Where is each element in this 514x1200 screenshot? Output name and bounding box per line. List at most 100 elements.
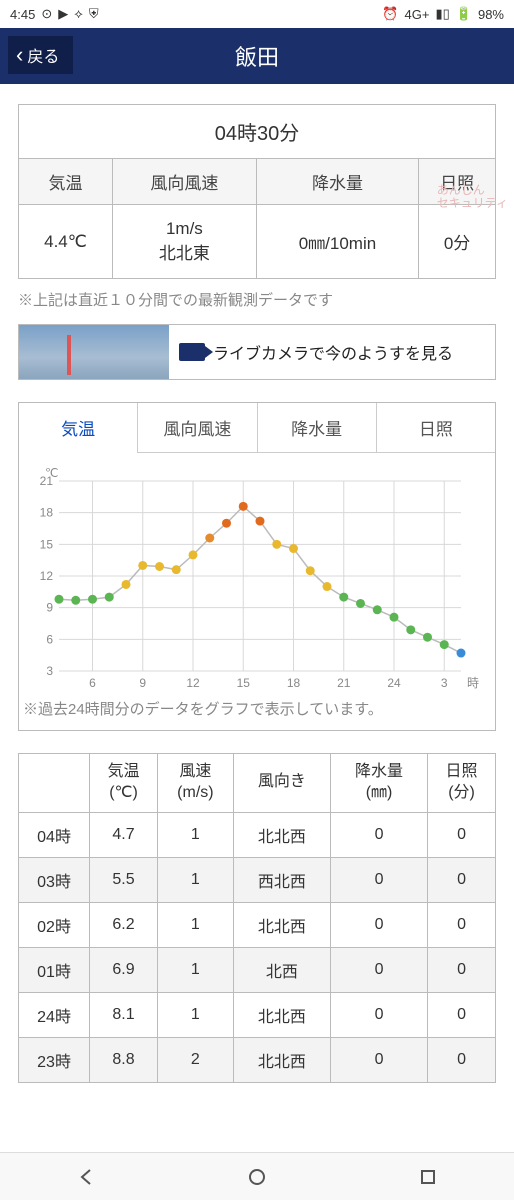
svg-text:3: 3 xyxy=(441,676,448,690)
table-cell: 1 xyxy=(157,857,233,902)
obs-header: 日照 xyxy=(419,159,496,205)
svg-text:℃: ℃ xyxy=(45,466,58,480)
svg-text:6: 6 xyxy=(46,632,53,646)
table-cell: 4.7 xyxy=(90,812,158,857)
table-cell: 23時 xyxy=(19,1037,90,1082)
svg-text:6: 6 xyxy=(89,676,96,690)
svg-text:9: 9 xyxy=(139,676,146,690)
table-row: 01時6.91北西00 xyxy=(19,947,496,992)
obs-note: ※上記は直近１０分間での最新観測データです xyxy=(18,289,496,310)
table-cell: 0 xyxy=(330,812,427,857)
chart-note: ※過去24時間分のデータをグラフで表示しています。 xyxy=(19,699,495,730)
battery-icon: 🔋 xyxy=(456,6,472,22)
svg-text:12: 12 xyxy=(40,569,54,583)
nfc-icon: ⟡ xyxy=(74,6,83,22)
temperature-chart: 369121518216912151821243℃時 xyxy=(25,463,485,693)
obs-header: 気温 xyxy=(19,159,113,205)
livecam-label: ライブカメラで今のようすを見る xyxy=(213,340,453,364)
page-title: 飯田 xyxy=(235,40,279,72)
table-cell: 04時 xyxy=(19,812,90,857)
svg-text:時: 時 xyxy=(467,676,479,690)
svg-text:21: 21 xyxy=(337,676,351,690)
obs-time: 04時30分 xyxy=(19,105,496,159)
svg-text:18: 18 xyxy=(287,676,301,690)
table-row: 04時4.71北北西00 xyxy=(19,812,496,857)
table-cell: 0 xyxy=(428,992,496,1037)
tab-3[interactable]: 日照 xyxy=(377,403,495,453)
svg-text:24: 24 xyxy=(387,676,401,690)
hour-header: 風向き xyxy=(233,754,330,813)
table-cell: 北北西 xyxy=(233,812,330,857)
table-cell: 0 xyxy=(428,902,496,947)
table-cell: 西北西 xyxy=(233,857,330,902)
nav-back-icon[interactable] xyxy=(76,1167,96,1187)
obs-value: 4.4℃ xyxy=(19,205,113,279)
hour-header: 日照 (分) xyxy=(428,754,496,813)
android-navbar xyxy=(0,1152,514,1200)
table-cell: 0 xyxy=(330,992,427,1037)
status-time: 4:45 xyxy=(10,7,35,22)
tab-1[interactable]: 風向風速 xyxy=(138,403,257,453)
table-cell: 8.8 xyxy=(90,1037,158,1082)
tab-2[interactable]: 降水量 xyxy=(258,403,377,453)
obs-value: 0㎜/10min xyxy=(256,205,418,279)
table-cell: 6.9 xyxy=(90,947,158,992)
livecam-thumb xyxy=(19,325,169,379)
obs-value: 0分 xyxy=(419,205,496,279)
table-cell: 北西 xyxy=(233,947,330,992)
table-cell: 6.2 xyxy=(90,902,158,947)
hour-header xyxy=(19,754,90,813)
svg-text:15: 15 xyxy=(237,676,251,690)
camera-icon xyxy=(179,343,205,361)
battery-label: 98% xyxy=(478,7,504,22)
table-cell: 5.5 xyxy=(90,857,158,902)
network-label: 4G+ xyxy=(405,7,430,22)
nav-home-icon[interactable] xyxy=(247,1167,267,1187)
svg-text:15: 15 xyxy=(40,537,54,551)
app-header: 戻る 飯田 xyxy=(0,28,514,84)
table-cell: 24時 xyxy=(19,992,90,1037)
hour-header: 気温 (℃) xyxy=(90,754,158,813)
table-cell: 1 xyxy=(157,947,233,992)
tab-0[interactable]: 気温 xyxy=(19,403,138,453)
nav-recent-icon[interactable] xyxy=(418,1167,438,1187)
table-cell: 北北西 xyxy=(233,1037,330,1082)
shield-icon: ⛨ xyxy=(89,6,99,22)
table-cell: 北北西 xyxy=(233,902,330,947)
table-cell: 0 xyxy=(330,1037,427,1082)
table-row: 24時8.11北北西00 xyxy=(19,992,496,1037)
chart-panel: 気温風向風速降水量日照 369121518216912151821243℃時 ※… xyxy=(18,402,496,731)
table-cell: 02時 xyxy=(19,902,90,947)
alarm-icon: ⏰ xyxy=(382,6,398,22)
hour-header: 降水量 (㎜) xyxy=(330,754,427,813)
table-cell: 1 xyxy=(157,992,233,1037)
obs-value: 1m/s 北北東 xyxy=(113,205,257,279)
back-label: 戻る xyxy=(27,43,59,67)
svg-text:9: 9 xyxy=(46,601,53,615)
livecam-banner[interactable]: ライブカメラで今のようすを見る xyxy=(18,324,496,380)
table-cell: 0 xyxy=(428,1037,496,1082)
svg-text:12: 12 xyxy=(186,676,200,690)
hour-header: 風速 (m/s) xyxy=(157,754,233,813)
table-cell: 8.1 xyxy=(90,992,158,1037)
table-cell: 01時 xyxy=(19,947,90,992)
table-row: 03時5.51西北西00 xyxy=(19,857,496,902)
observation-table: 04時30分 気温風向風速降水量日照 4.4℃1m/s 北北東0㎜/10min0… xyxy=(18,104,496,279)
signal-icon: ▮▯ xyxy=(435,6,449,22)
table-cell: 北北西 xyxy=(233,992,330,1037)
svg-text:3: 3 xyxy=(46,664,53,678)
svg-text:18: 18 xyxy=(40,506,54,520)
table-cell: 0 xyxy=(330,857,427,902)
table-row: 02時6.21北北西00 xyxy=(19,902,496,947)
back-button[interactable]: 戻る xyxy=(8,36,73,74)
table-cell: 1 xyxy=(157,812,233,857)
table-cell: 0 xyxy=(330,902,427,947)
table-cell: 0 xyxy=(428,947,496,992)
youtube-icon: ▶ xyxy=(58,6,68,22)
table-cell: 0 xyxy=(428,857,496,902)
table-cell: 03時 xyxy=(19,857,90,902)
status-bar: 4:45 ⊙ ▶ ⟡ ⛨ ⏰ 4G+ ▮▯ 🔋 98% xyxy=(0,0,514,28)
obs-header: 風向風速 xyxy=(113,159,257,205)
table-cell: 1 xyxy=(157,902,233,947)
table-cell: 0 xyxy=(428,812,496,857)
